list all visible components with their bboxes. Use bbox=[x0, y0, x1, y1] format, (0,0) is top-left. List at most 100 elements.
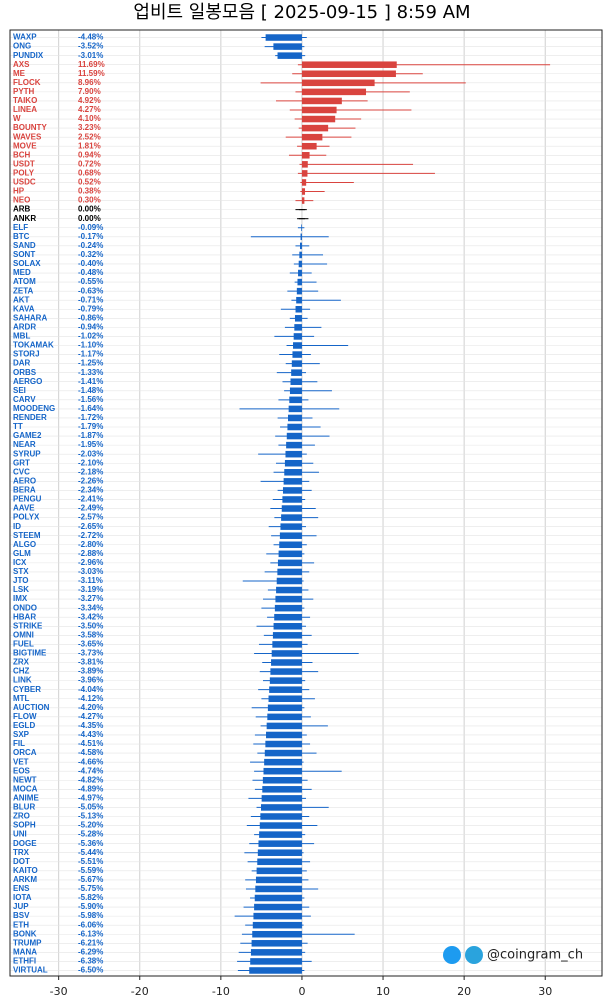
bar bbox=[284, 459, 302, 467]
value-label: -1.79% bbox=[78, 422, 103, 431]
category-label: ONG bbox=[13, 42, 31, 51]
bar bbox=[299, 251, 302, 259]
bar bbox=[295, 305, 302, 313]
value-label: -5.51% bbox=[78, 857, 103, 866]
value-label: -4.97% bbox=[78, 793, 103, 802]
bar bbox=[289, 396, 302, 404]
bar bbox=[301, 170, 308, 177]
value-label: -2.49% bbox=[78, 504, 103, 513]
value-label: -0.40% bbox=[78, 259, 103, 268]
bar bbox=[301, 79, 375, 87]
bar bbox=[293, 333, 302, 340]
bar bbox=[270, 668, 302, 675]
bar bbox=[269, 677, 302, 684]
value-label: -4.20% bbox=[78, 703, 103, 712]
value-label: -3.27% bbox=[78, 594, 103, 603]
category-label: STORJ bbox=[13, 350, 40, 359]
bar bbox=[259, 831, 302, 838]
bar bbox=[260, 813, 302, 820]
value-label: -4.27% bbox=[78, 712, 103, 721]
bar bbox=[301, 106, 337, 114]
category-label: SAHARA bbox=[13, 313, 47, 322]
value-label: -1.87% bbox=[78, 431, 103, 440]
category-label: EGLD bbox=[13, 721, 35, 730]
value-label: -2.65% bbox=[78, 522, 103, 531]
category-label: NEWT bbox=[13, 775, 37, 784]
bar bbox=[278, 550, 302, 558]
bar bbox=[254, 903, 302, 911]
bar bbox=[301, 97, 342, 105]
bar bbox=[255, 876, 302, 884]
category-label: PENGU bbox=[13, 495, 42, 504]
value-label: -5.90% bbox=[78, 902, 103, 911]
value-label: -5.36% bbox=[78, 839, 103, 848]
bar bbox=[294, 315, 302, 322]
category-label: PYTH bbox=[13, 87, 35, 96]
value-label: -2.72% bbox=[78, 531, 103, 540]
value-label: -3.19% bbox=[78, 585, 103, 594]
category-label: CVC bbox=[13, 467, 30, 476]
category-label: POLYX bbox=[13, 513, 40, 522]
value-label: -1.64% bbox=[78, 404, 103, 413]
value-label: -3.11% bbox=[78, 576, 103, 585]
category-label: USDT bbox=[13, 159, 35, 168]
category-label: ARDR bbox=[13, 322, 36, 331]
bar bbox=[272, 632, 302, 639]
bar bbox=[274, 604, 302, 612]
x-tick-label: -10 bbox=[212, 985, 230, 998]
value-label: -4.04% bbox=[78, 685, 103, 694]
bar bbox=[301, 133, 323, 141]
value-label: -5.20% bbox=[78, 821, 103, 830]
value-label: -2.34% bbox=[78, 486, 103, 495]
category-label: AERO bbox=[13, 476, 36, 485]
x-tick-label: -30 bbox=[50, 985, 68, 998]
category-label: BCH bbox=[13, 150, 31, 159]
value-label: 2.52% bbox=[78, 132, 101, 141]
value-label: -1.17% bbox=[78, 350, 103, 359]
category-label: CYBER bbox=[13, 685, 41, 694]
bar bbox=[252, 921, 302, 929]
category-label: NEO bbox=[13, 196, 30, 205]
category-label: IOTA bbox=[13, 893, 32, 902]
category-label: ZETA bbox=[13, 286, 34, 295]
category-label: TRUMP bbox=[13, 938, 42, 947]
bar bbox=[286, 441, 302, 449]
bar bbox=[284, 469, 302, 476]
category-label: ARKM bbox=[13, 875, 37, 884]
bar bbox=[256, 867, 302, 875]
category-label: MED bbox=[13, 268, 31, 277]
bar bbox=[301, 152, 310, 159]
watermark: @coingram_ch bbox=[487, 948, 583, 963]
value-label: -1.33% bbox=[78, 368, 103, 377]
category-label: MOCA bbox=[13, 784, 38, 793]
bar bbox=[301, 88, 367, 96]
value-label: -0.71% bbox=[78, 295, 103, 304]
bar bbox=[296, 296, 302, 304]
value-label: 4.27% bbox=[78, 105, 101, 114]
x-tick-label: -20 bbox=[131, 985, 149, 998]
bar bbox=[263, 767, 302, 775]
bar bbox=[269, 686, 302, 693]
category-label: VIRTUAL bbox=[13, 966, 48, 975]
category-label: AXS bbox=[13, 60, 30, 69]
category-label: LSK bbox=[13, 585, 29, 594]
value-label: -6.13% bbox=[78, 929, 103, 938]
category-label: CHZ bbox=[13, 667, 30, 676]
bar bbox=[292, 351, 302, 358]
category-label: GLM bbox=[13, 549, 31, 558]
category-label: BTC bbox=[13, 232, 30, 241]
category-label: MANA bbox=[13, 947, 37, 956]
category-label: WAXP bbox=[13, 33, 37, 42]
value-label: -6.21% bbox=[78, 938, 103, 947]
value-label: -3.58% bbox=[78, 630, 103, 639]
bar bbox=[279, 541, 302, 549]
category-label: BOUNTY bbox=[13, 123, 47, 132]
bar bbox=[300, 233, 302, 241]
bar bbox=[288, 405, 302, 413]
category-label: TOKAMAK bbox=[13, 341, 54, 350]
bar bbox=[264, 758, 302, 766]
category-label: DOGE bbox=[13, 839, 37, 848]
category-label: KAITO bbox=[13, 866, 38, 875]
value-label: -3.03% bbox=[78, 567, 103, 576]
value-label: -1.48% bbox=[78, 386, 103, 395]
